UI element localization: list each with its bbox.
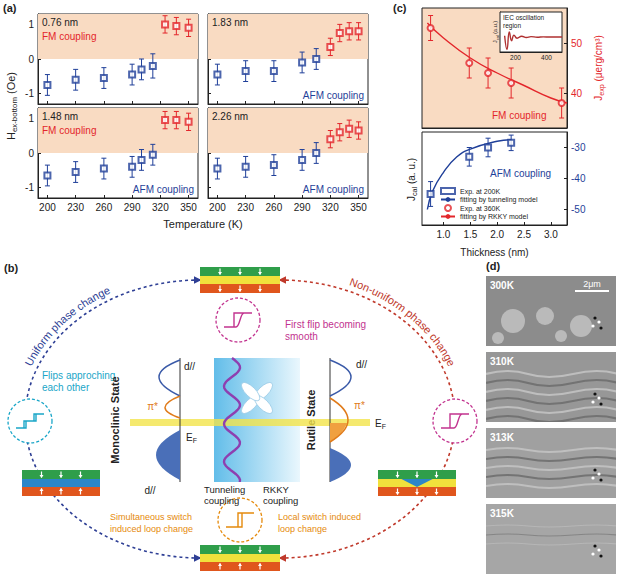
svg-text:Tunnelingcoupling: Tunnelingcoupling <box>204 484 245 506</box>
svg-text:FM coupling: FM coupling <box>42 31 96 42</box>
svg-text:(a.u.): (a.u.) <box>492 21 498 36</box>
svg-text:-40: -40 <box>571 173 586 184</box>
svg-text:ex-bottom: ex-bottom <box>10 97 19 133</box>
svg-text:J: J <box>592 95 604 101</box>
svg-text:AFM coupling: AFM coupling <box>303 184 364 195</box>
svg-text:200: 200 <box>510 54 521 61</box>
svg-text:0: 0 <box>28 54 34 65</box>
svg-text:1.48 nm: 1.48 nm <box>42 111 78 122</box>
svg-text:0: 0 <box>28 148 34 159</box>
svg-text:AFM coupling: AFM coupling <box>303 90 364 101</box>
svg-text:310K: 310K <box>490 356 515 367</box>
svg-text:320: 320 <box>322 202 339 213</box>
svg-text:(c): (c) <box>393 2 407 14</box>
svg-text:(a. u.): (a. u.) <box>406 158 417 187</box>
svg-text:230: 230 <box>237 202 254 213</box>
svg-text:0.76 nm: 0.76 nm <box>42 17 78 28</box>
svg-text:fitting by RKKY model: fitting by RKKY model <box>460 213 528 221</box>
svg-text:cal: cal <box>495 35 501 41</box>
svg-text:Local switch inducedloop chang: Local switch inducedloop change <box>278 512 361 534</box>
svg-text:-1: -1 <box>25 88 34 99</box>
svg-text:RKKYcoupling: RKKYcoupling <box>263 484 298 506</box>
svg-text:230: 230 <box>67 202 84 213</box>
svg-text:region: region <box>503 22 521 30</box>
svg-text:Uniform phase change: Uniform phase change <box>22 284 111 368</box>
svg-text:-30: -30 <box>571 142 586 153</box>
svg-text:Flips approchingeach other: Flips approchingeach other <box>42 370 115 393</box>
svg-text:d//: d// <box>356 359 367 370</box>
svg-text:J: J <box>405 196 417 201</box>
svg-text:Exp. at 200K: Exp. at 200K <box>460 188 500 196</box>
svg-text:fitting by tunneling model: fitting by tunneling model <box>460 196 538 204</box>
svg-text:Temperature (K): Temperature (K) <box>163 218 242 230</box>
svg-text:(d): (d) <box>486 260 500 272</box>
svg-text:Exp. at 360K: Exp. at 360K <box>460 205 500 213</box>
svg-text:313K: 313K <box>490 432 515 443</box>
svg-text:AFM coupling: AFM coupling <box>490 168 551 179</box>
svg-text:3.0: 3.0 <box>544 229 558 240</box>
svg-text:40: 40 <box>571 88 583 99</box>
svg-text:50: 50 <box>571 38 583 49</box>
svg-text:400: 400 <box>541 54 552 61</box>
svg-text:H: H <box>5 132 17 140</box>
svg-text:315K: 315K <box>490 508 515 519</box>
svg-text:1.5: 1.5 <box>463 229 477 240</box>
svg-text:260: 260 <box>96 202 113 213</box>
svg-text:1.0: 1.0 <box>437 229 451 240</box>
svg-text:1: 1 <box>28 19 34 30</box>
svg-text:350: 350 <box>180 202 197 213</box>
svg-text:exp: exp <box>597 84 606 96</box>
svg-text:300K: 300K <box>490 280 515 291</box>
svg-text:-1: -1 <box>25 182 34 193</box>
svg-text:290: 290 <box>124 202 141 213</box>
svg-text:1: 1 <box>28 113 34 124</box>
svg-text:(a): (a) <box>3 2 17 14</box>
svg-text:d//: d// <box>184 361 195 372</box>
svg-text:d//: d// <box>144 485 155 496</box>
svg-text:260: 260 <box>266 202 283 213</box>
svg-text:cal: cal <box>410 186 419 196</box>
svg-text:2.26 nm: 2.26 nm <box>212 111 248 122</box>
svg-text:1.83 nm: 1.83 nm <box>212 17 248 28</box>
svg-text:320: 320 <box>152 202 169 213</box>
svg-text:IEC oscillation: IEC oscillation <box>503 14 545 21</box>
svg-text:(μerg/cm³): (μerg/cm³) <box>593 35 604 84</box>
svg-text:290: 290 <box>294 202 311 213</box>
svg-text:FM coupling: FM coupling <box>492 110 546 121</box>
svg-text:200: 200 <box>209 202 226 213</box>
svg-text:2.0: 2.0 <box>490 229 504 240</box>
svg-text:-50: -50 <box>571 204 586 215</box>
svg-text:2.5: 2.5 <box>517 229 531 240</box>
svg-text:350: 350 <box>350 202 367 213</box>
svg-text:200: 200 <box>39 202 56 213</box>
svg-text:Rutile State: Rutile State <box>304 389 317 451</box>
svg-text:Monoclinic State: Monoclinic State <box>109 376 121 463</box>
svg-text:π*: π* <box>354 400 365 411</box>
svg-text:(b): (b) <box>4 262 18 274</box>
svg-text:First flip becomingsmooth: First flip becomingsmooth <box>285 319 366 342</box>
svg-text:EF: EF <box>375 418 386 430</box>
svg-text:π*: π* <box>147 401 158 412</box>
svg-text:2μm: 2μm <box>583 279 601 289</box>
svg-text:Simultaneous switchinduced loo: Simultaneous switchinduced loop change <box>110 512 193 534</box>
svg-text:J: J <box>492 40 498 44</box>
svg-text:FM coupling: FM coupling <box>42 125 96 136</box>
svg-text:AFM coupling: AFM coupling <box>133 184 194 195</box>
svg-text:Non-uniform phase change: Non-uniform phase change <box>348 275 458 369</box>
svg-text:(Oe): (Oe) <box>5 72 17 97</box>
svg-text:Thickness (nm): Thickness (nm) <box>460 247 528 258</box>
svg-text:EF: EF <box>186 432 197 444</box>
